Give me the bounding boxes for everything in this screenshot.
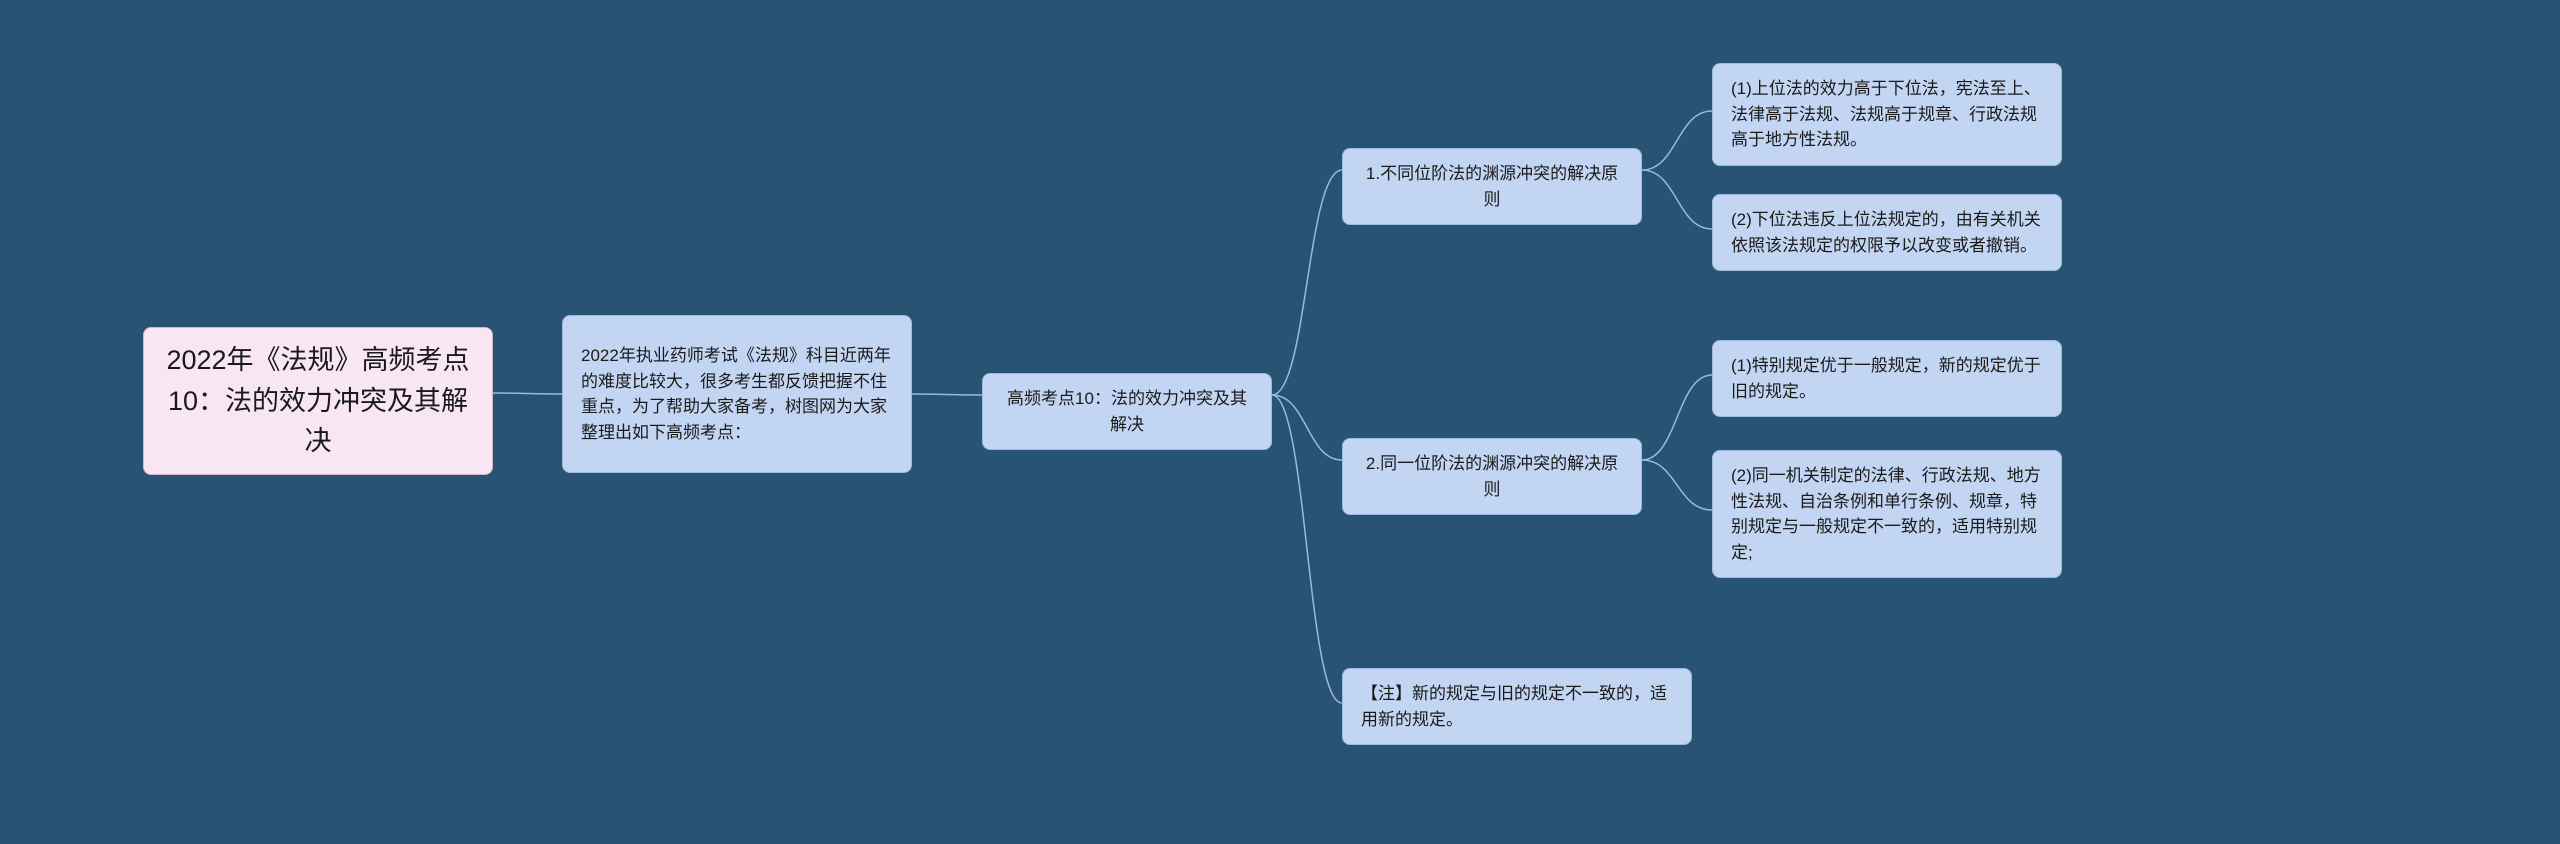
connector: [912, 394, 982, 395]
branch3-note-node: 【注】新的规定与旧的规定不一致的，适用新的规定。: [1342, 668, 1692, 745]
leaf-c2-node: (2)下位法违反上位法规定的，由有关机关依照该法规定的权限予以改变或者撤销。: [1712, 194, 2062, 271]
leaf-c3-text: (1)特别规定优于一般规定，新的规定优于旧的规定。: [1731, 353, 2043, 404]
connector: [1642, 111, 1712, 170]
branch2-node: 2.同一位阶法的渊源冲突的解决原则: [1342, 438, 1642, 515]
connector: [1272, 395, 1342, 703]
branch1-text: 1.不同位阶法的渊源冲突的解决原则: [1361, 161, 1623, 212]
connector: [1272, 395, 1342, 460]
branch1-node: 1.不同位阶法的渊源冲突的解决原则: [1342, 148, 1642, 225]
intro-node: 2022年执业药师考试《法规》科目近两年的难度比较大，很多考生都反馈把握不住重点…: [562, 315, 912, 473]
root-node: 2022年《法规》高频考点10：法的效力冲突及其解决: [143, 327, 493, 475]
leaf-c3-node: (1)特别规定优于一般规定，新的规定优于旧的规定。: [1712, 340, 2062, 417]
intro-text: 2022年执业药师考试《法规》科目近两年的难度比较大，很多考生都反馈把握不住重点…: [581, 343, 893, 445]
leaf-c4-text: (2)同一机关制定的法律、行政法规、地方性法规、自治条例和单行条例、规章，特别规…: [1731, 463, 2043, 565]
connector: [493, 393, 562, 394]
leaf-c1-node: (1)上位法的效力高于下位法，宪法至上、法律高于法规、法规高于规章、行政法规高于…: [1712, 63, 2062, 166]
leaf-c2-text: (2)下位法违反上位法规定的，由有关机关依照该法规定的权限予以改变或者撤销。: [1731, 207, 2043, 258]
connector: [1642, 375, 1712, 460]
leaf-c1-text: (1)上位法的效力高于下位法，宪法至上、法律高于法规、法规高于规章、行政法规高于…: [1731, 76, 2043, 153]
topic-node: 高频考点10：法的效力冲突及其解决: [982, 373, 1272, 450]
connector: [1642, 460, 1712, 510]
branch3-text: 【注】新的规定与旧的规定不一致的，适用新的规定。: [1361, 681, 1673, 732]
leaf-c4-node: (2)同一机关制定的法律、行政法规、地方性法规、自治条例和单行条例、规章，特别规…: [1712, 450, 2062, 578]
branch2-text: 2.同一位阶法的渊源冲突的解决原则: [1361, 451, 1623, 502]
connector: [1642, 170, 1712, 229]
connector: [1272, 170, 1342, 395]
topic-text: 高频考点10：法的效力冲突及其解决: [1001, 386, 1253, 437]
root-text: 2022年《法规》高频考点10：法的效力冲突及其解决: [162, 340, 474, 462]
